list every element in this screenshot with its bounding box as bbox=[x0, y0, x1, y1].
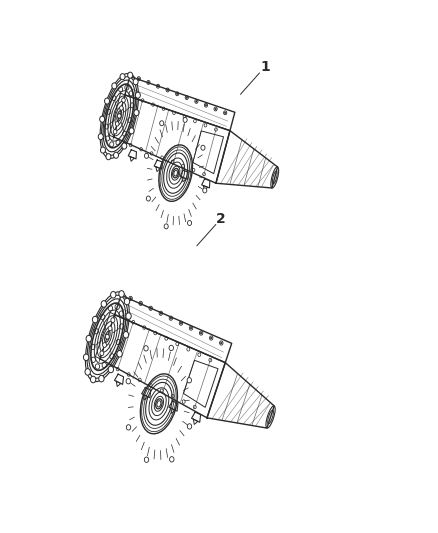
Circle shape bbox=[102, 343, 106, 348]
Circle shape bbox=[113, 152, 119, 158]
Ellipse shape bbox=[157, 401, 161, 407]
Circle shape bbox=[138, 78, 139, 79]
Circle shape bbox=[113, 130, 117, 134]
Circle shape bbox=[211, 337, 212, 339]
Circle shape bbox=[100, 351, 104, 356]
Ellipse shape bbox=[118, 114, 120, 119]
Circle shape bbox=[177, 93, 178, 95]
Circle shape bbox=[110, 292, 116, 298]
Circle shape bbox=[148, 82, 149, 83]
Circle shape bbox=[146, 196, 150, 201]
Circle shape bbox=[98, 134, 103, 140]
Circle shape bbox=[119, 290, 124, 297]
Circle shape bbox=[111, 318, 115, 322]
Circle shape bbox=[144, 345, 148, 351]
Circle shape bbox=[205, 104, 207, 106]
Circle shape bbox=[140, 302, 141, 304]
Circle shape bbox=[117, 351, 122, 357]
Circle shape bbox=[108, 326, 112, 331]
Circle shape bbox=[167, 89, 168, 91]
Ellipse shape bbox=[106, 334, 109, 340]
Circle shape bbox=[100, 147, 106, 153]
Circle shape bbox=[105, 98, 110, 104]
Circle shape bbox=[127, 72, 133, 78]
Circle shape bbox=[122, 98, 125, 102]
Circle shape bbox=[187, 377, 191, 383]
Circle shape bbox=[170, 317, 172, 319]
Circle shape bbox=[101, 301, 106, 307]
Circle shape bbox=[99, 375, 104, 382]
Circle shape bbox=[157, 85, 159, 87]
Circle shape bbox=[106, 154, 111, 160]
Circle shape bbox=[221, 342, 222, 344]
Circle shape bbox=[201, 145, 205, 150]
Circle shape bbox=[145, 457, 149, 463]
Ellipse shape bbox=[173, 168, 179, 178]
Ellipse shape bbox=[105, 331, 110, 342]
Circle shape bbox=[108, 366, 113, 373]
Text: 1: 1 bbox=[260, 60, 270, 74]
Circle shape bbox=[120, 74, 125, 80]
Circle shape bbox=[126, 378, 131, 384]
Circle shape bbox=[123, 332, 129, 338]
Circle shape bbox=[126, 313, 131, 319]
Circle shape bbox=[122, 143, 127, 149]
Circle shape bbox=[225, 112, 226, 114]
Circle shape bbox=[92, 316, 98, 323]
Ellipse shape bbox=[117, 111, 122, 122]
Circle shape bbox=[133, 79, 138, 85]
Circle shape bbox=[169, 345, 173, 351]
Circle shape bbox=[164, 224, 168, 229]
Circle shape bbox=[145, 154, 148, 158]
Circle shape bbox=[196, 101, 197, 102]
Circle shape bbox=[83, 354, 89, 361]
Circle shape bbox=[150, 308, 152, 309]
Circle shape bbox=[86, 335, 92, 342]
Circle shape bbox=[134, 110, 139, 116]
Circle shape bbox=[187, 221, 191, 225]
Ellipse shape bbox=[174, 170, 177, 176]
Circle shape bbox=[201, 332, 202, 334]
Circle shape bbox=[135, 92, 140, 98]
Circle shape bbox=[117, 114, 121, 118]
Circle shape bbox=[130, 297, 131, 299]
Circle shape bbox=[180, 322, 182, 324]
Circle shape bbox=[106, 334, 110, 339]
Circle shape bbox=[112, 83, 117, 89]
Circle shape bbox=[126, 425, 131, 430]
Circle shape bbox=[124, 298, 130, 305]
Circle shape bbox=[170, 457, 174, 462]
Circle shape bbox=[187, 424, 192, 429]
Circle shape bbox=[100, 116, 105, 122]
Ellipse shape bbox=[155, 399, 162, 409]
Circle shape bbox=[203, 188, 207, 193]
Circle shape bbox=[183, 117, 187, 123]
Circle shape bbox=[129, 128, 134, 134]
Text: 2: 2 bbox=[216, 212, 226, 225]
Circle shape bbox=[85, 369, 90, 375]
Circle shape bbox=[215, 108, 216, 110]
Circle shape bbox=[186, 97, 187, 99]
Circle shape bbox=[160, 312, 162, 314]
Circle shape bbox=[115, 122, 119, 126]
Circle shape bbox=[90, 376, 96, 383]
Circle shape bbox=[191, 327, 192, 329]
Circle shape bbox=[160, 121, 164, 126]
Circle shape bbox=[120, 106, 123, 110]
